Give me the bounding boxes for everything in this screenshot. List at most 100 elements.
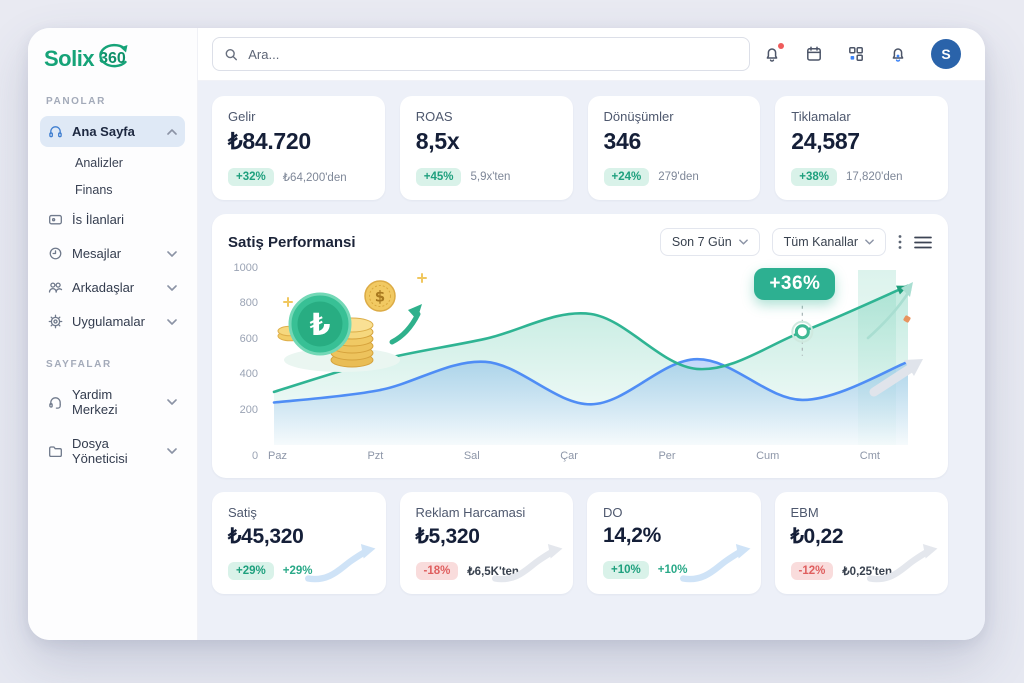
bottom-cards-row: Satiş ₺45,320 +29% +29% Reklam Harcamasi… bbox=[212, 492, 948, 594]
circular-arrow-icon bbox=[99, 43, 128, 68]
metric-value: ₺45,320 bbox=[228, 525, 304, 548]
channel-select[interactable]: Tüm Kanallar bbox=[771, 228, 886, 256]
sales-chart: 1000 800 600 400 200 0 bbox=[228, 260, 932, 472]
dollar-coin-icon: $ bbox=[364, 280, 396, 312]
app-window: Solix 360 PANOLAR Ana Sayfa Analizler Fi… bbox=[28, 28, 985, 640]
trend-arrow-icon bbox=[867, 544, 938, 583]
sidebar-item-label: Dosya Yöneticisi bbox=[72, 436, 128, 466]
calendar-icon[interactable] bbox=[805, 45, 823, 63]
sidebar-item-mesajlar[interactable]: Mesajlar bbox=[40, 238, 185, 269]
messages-icon bbox=[49, 247, 62, 260]
x-axis-labels: Paz Pzt Sal Çar Per Cum Cmt bbox=[268, 450, 932, 462]
sidebar-subitem-analizler[interactable]: Analizler bbox=[75, 156, 123, 170]
sidebar-item-dosya-yoneticisi[interactable]: Dosya Yöneticisi bbox=[40, 428, 185, 474]
kpi-badge: +38% bbox=[791, 168, 837, 186]
chart-plot: ₺ $ +36% bbox=[268, 260, 932, 450]
id-card-icon bbox=[49, 214, 62, 225]
notification-bell-icon[interactable] bbox=[763, 43, 784, 63]
sidebar-item-uygulamalar[interactable]: Uygulamalar bbox=[40, 306, 185, 337]
kpi-compare: 17,820'den bbox=[845, 171, 903, 183]
y-axis: 1000 800 600 400 200 bbox=[228, 260, 260, 450]
hamburger-menu-icon[interactable] bbox=[914, 236, 932, 249]
gear-icon bbox=[48, 314, 63, 329]
alerts-bell-icon[interactable] bbox=[889, 45, 907, 63]
metric-value: 14,2% bbox=[603, 524, 662, 547]
sidebar-item-arkadaslar[interactable]: Arkadaşlar bbox=[40, 272, 185, 303]
sparkle-icon bbox=[417, 273, 427, 283]
folder-icon bbox=[49, 445, 62, 457]
kpi-label: Tiklamalar bbox=[791, 109, 851, 124]
x-tick: Çar bbox=[560, 450, 578, 462]
headset-icon bbox=[49, 126, 62, 138]
chart-title: Satiş Performansi bbox=[228, 233, 356, 251]
kpi-label: Gelir bbox=[228, 109, 256, 124]
x-tick: Per bbox=[658, 450, 676, 462]
kpi-card-roas: ROAS 8,5x +45% 5,9x'ten bbox=[399, 96, 573, 200]
dashboard-content: Gelir ₺84.720 +32% ₺64,200'den ROAS 8,5x… bbox=[198, 81, 985, 640]
trend-arrow-icon bbox=[679, 544, 750, 583]
metric-value: ₺5,320 bbox=[415, 525, 480, 548]
sidebar-subitem-finans[interactable]: Finans bbox=[75, 183, 113, 197]
svg-text:₺: ₺ bbox=[310, 308, 331, 343]
kpi-card-gelir: Gelir ₺84.720 +32% ₺64,200'den bbox=[212, 96, 385, 200]
growth-arrow-icon bbox=[389, 311, 421, 345]
y-tick: 800 bbox=[239, 297, 258, 309]
search-icon bbox=[225, 48, 237, 60]
sparkle-icon bbox=[283, 297, 293, 307]
search-input[interactable] bbox=[246, 45, 738, 63]
sidebar-item-label: Arkadaşlar bbox=[72, 280, 135, 295]
brand-suffix: 360 bbox=[95, 43, 134, 71]
trend-arrow-icon bbox=[304, 544, 375, 583]
metric-label: DO bbox=[603, 505, 623, 520]
sidebar-item-is-ilanlari[interactable]: İs İlanlari bbox=[40, 204, 185, 235]
kpi-value: 346 bbox=[603, 128, 642, 154]
help-headset-icon bbox=[49, 396, 61, 409]
chevron-down-icon bbox=[167, 448, 177, 454]
kpi-compare: 5,9x'ten bbox=[470, 171, 511, 183]
chevron-up-icon bbox=[167, 128, 177, 135]
topbar: S bbox=[198, 28, 985, 81]
date-range-select[interactable]: Son 7 Gün bbox=[659, 228, 760, 256]
kpi-compare: 279'den bbox=[658, 171, 699, 183]
chevron-down-icon bbox=[167, 284, 177, 291]
metric-card-reklam-harcamasi: Reklam Harcamasi ₺5,320 -18% ₺6,5K'ten bbox=[399, 492, 573, 594]
kpi-label: ROAS bbox=[415, 109, 453, 124]
trend-arrow-icon bbox=[492, 544, 563, 583]
kpi-value: 24,587 bbox=[791, 128, 860, 154]
kebab-menu-icon[interactable] bbox=[898, 234, 902, 250]
brand-logo[interactable]: Solix 360 bbox=[40, 40, 185, 88]
avatar[interactable]: S bbox=[931, 39, 961, 69]
sidebar-section-panolar: PANOLAR bbox=[46, 96, 106, 107]
kpi-badge: +32% bbox=[228, 168, 274, 186]
kpi-compare: ₺64,200'den bbox=[282, 172, 347, 184]
metric-compare: ₺6,5K'ten bbox=[467, 566, 519, 578]
people-icon bbox=[48, 282, 63, 293]
kpi-card-tiklamalar: Tiklamalar 24,587 +38% 17,820'den bbox=[775, 96, 948, 200]
chevron-down-icon bbox=[167, 399, 177, 405]
sidebar: Solix 360 PANOLAR Ana Sayfa Analizler Fi… bbox=[28, 28, 198, 640]
coins-illustration: ₺ $ bbox=[277, 273, 427, 372]
chevron-down-icon bbox=[865, 239, 874, 245]
sidebar-item-label: İs İlanlari bbox=[72, 212, 125, 227]
metric-value: ₺0,22 bbox=[790, 525, 844, 548]
search-box[interactable] bbox=[212, 37, 750, 71]
metric-compare: +10% bbox=[657, 564, 688, 576]
sidebar-item-ana-sayfa[interactable]: Ana Sayfa bbox=[40, 116, 185, 147]
sidebar-item-label: Uygulamalar bbox=[72, 314, 145, 329]
growth-annotation-badge: +36% bbox=[754, 267, 836, 300]
apps-grid-icon[interactable] bbox=[847, 45, 865, 63]
x-tick: Paz bbox=[268, 450, 287, 462]
chevron-down-icon bbox=[167, 250, 177, 257]
x-tick: Cum bbox=[756, 450, 780, 462]
sidebar-item-label: Yardim Merkezi bbox=[72, 387, 118, 417]
kpi-card-donusumler: Dönüşümler 346 +24% 279'den bbox=[587, 96, 761, 200]
x-tick: Cmt bbox=[859, 450, 880, 462]
metric-compare: ₺0,25'ten bbox=[842, 566, 893, 578]
metric-badge: +29% bbox=[228, 562, 274, 580]
kpi-row: Gelir ₺84.720 +32% ₺64,200'den ROAS 8,5x… bbox=[212, 96, 948, 200]
metric-badge: -12% bbox=[790, 562, 834, 580]
sidebar-item-yardim-merkezi[interactable]: Yardim Merkezi bbox=[40, 379, 185, 425]
metric-card-ebm: EBM ₺0,22 -12% ₺0,25'ten bbox=[774, 492, 948, 594]
kpi-badge: +45% bbox=[415, 168, 462, 186]
area-chart-svg bbox=[272, 270, 923, 445]
